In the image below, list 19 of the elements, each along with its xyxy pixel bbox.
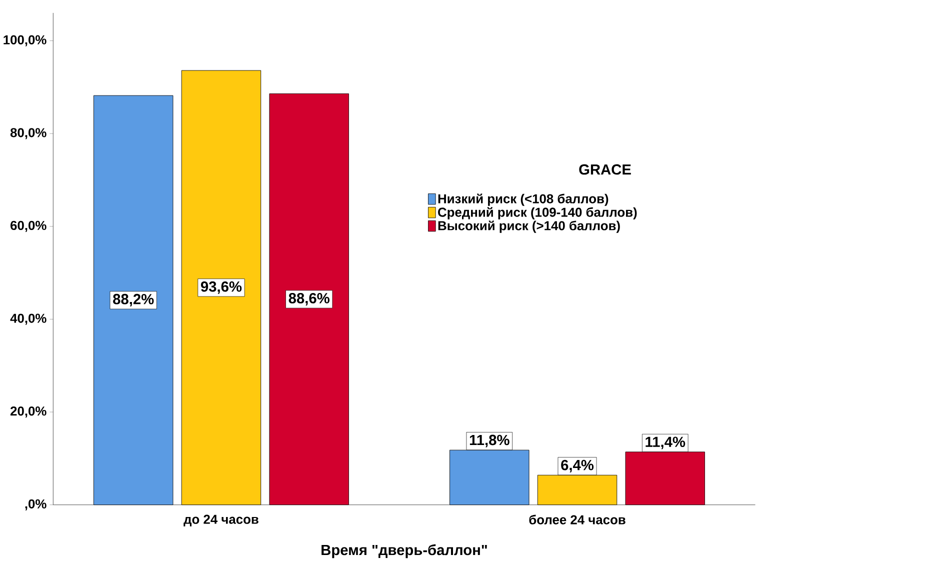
x-tick-label: до 24 часов: [184, 514, 258, 526]
data-label: 88,6%: [288, 292, 330, 306]
y-tick-label: 100,0%: [4, 35, 46, 46]
data-label: 11,4%: [646, 436, 686, 450]
legend-label: Высокий риск (>140 баллов): [438, 220, 620, 233]
data-label: 11,8%: [470, 434, 510, 448]
data-label: 6,4%: [561, 460, 594, 472]
y-tick-label: 20,0%: [10, 406, 46, 418]
x-tick-label: более 24 часов: [529, 514, 626, 524]
legend-label: Низкий риск (<108 баллов): [438, 194, 608, 206]
legend-title: GRACE: [579, 164, 631, 175]
y-tick-label: ,0%: [25, 499, 46, 510]
data-label: 88,2%: [113, 294, 154, 306]
legend-label: Средний риск (109-140 баллов): [438, 206, 637, 220]
y-tick-label: 60,0%: [10, 220, 46, 232]
y-tick-label: 40,0%: [10, 314, 46, 325]
data-label: 93,6%: [200, 281, 242, 294]
y-tick-label: 80,0%: [10, 128, 46, 139]
x-axis-title: Время "дверь-баллон": [322, 544, 487, 558]
